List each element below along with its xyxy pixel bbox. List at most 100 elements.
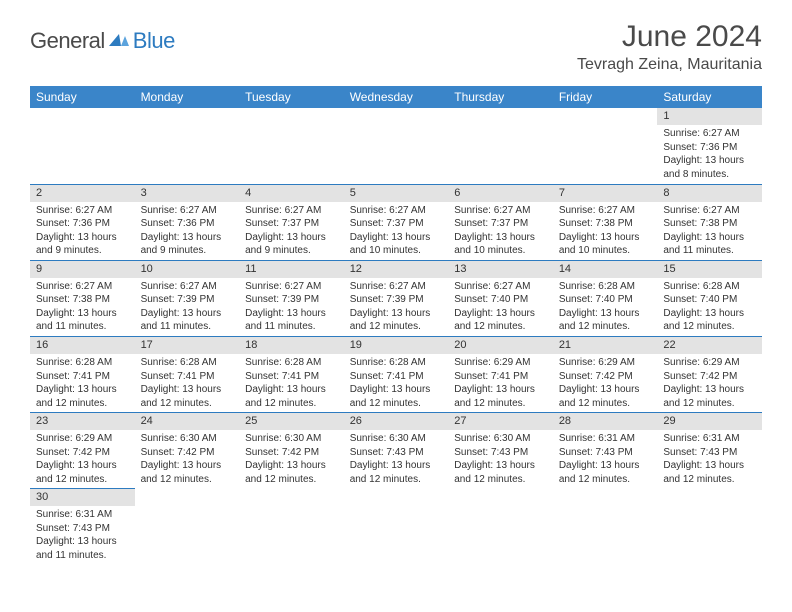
calendar-day-cell: 16Sunrise: 6:28 AMSunset: 7:41 PMDayligh… (30, 336, 135, 412)
calendar-week-row: 16 Sunrise: 6:28 AMSunset: 7:41 PMDayligh… (30, 336, 762, 412)
day-number: 5 (344, 185, 449, 202)
calendar-week-row: 1Sunrise: 6:27 AMSunset: 7:36 PMDaylight… (30, 108, 762, 184)
calendar-day-cell: 12Sunrise: 6:27 AMSunset: 7:39 PMDayligh… (344, 260, 449, 336)
day-content: Sunrise: 6:27 AMSunset: 7:38 PMDaylight:… (30, 278, 135, 336)
day-number: 9 (30, 261, 135, 278)
calendar-day-cell: 5Sunrise: 6:27 AMSunset: 7:37 PMDaylight… (344, 184, 449, 260)
calendar-day-cell (239, 108, 344, 184)
calendar-day-cell (30, 108, 135, 184)
calendar-day-cell: 18Sunrise: 6:28 AMSunset: 7:41 PMDayligh… (239, 336, 344, 412)
calendar-day-cell: 21Sunrise: 6:29 AMSunset: 7:42 PMDayligh… (553, 336, 658, 412)
day-number: 28 (553, 413, 658, 430)
calendar-table: SundayMondayTuesdayWednesdayThursdayFrid… (30, 86, 762, 565)
calendar-day-cell: 29Sunrise: 6:31 AMSunset: 7:43 PMDayligh… (657, 413, 762, 489)
calendar-day-cell: 7Sunrise: 6:27 AMSunset: 7:38 PMDaylight… (553, 184, 658, 260)
day-content: Sunrise: 6:29 AMSunset: 7:42 PMDaylight:… (553, 354, 658, 412)
day-number: 23 (30, 413, 135, 430)
logo-flag-icon (107, 32, 131, 50)
day-content: Sunrise: 6:27 AMSunset: 7:37 PMDaylight:… (344, 202, 449, 260)
day-content: Sunrise: 6:31 AMSunset: 7:43 PMDaylight:… (553, 430, 658, 488)
day-header: Sunday (30, 86, 135, 108)
calendar-day-cell: 26Sunrise: 6:30 AMSunset: 7:43 PMDayligh… (344, 413, 449, 489)
day-number: 21 (553, 337, 658, 354)
day-content: Sunrise: 6:30 AMSunset: 7:42 PMDaylight:… (135, 430, 240, 488)
calendar-day-cell: 24Sunrise: 6:30 AMSunset: 7:42 PMDayligh… (135, 413, 240, 489)
day-content: Sunrise: 6:29 AMSunset: 7:41 PMDaylight:… (448, 354, 553, 412)
day-header: Tuesday (239, 86, 344, 108)
calendar-day-cell: 13Sunrise: 6:27 AMSunset: 7:40 PMDayligh… (448, 260, 553, 336)
calendar-day-cell: 30Sunrise: 6:31 AMSunset: 7:43 PMDayligh… (30, 489, 135, 565)
calendar-day-cell: 6Sunrise: 6:27 AMSunset: 7:37 PMDaylight… (448, 184, 553, 260)
day-number: 19 (344, 337, 449, 354)
day-content: Sunrise: 6:27 AMSunset: 7:36 PMDaylight:… (30, 202, 135, 260)
day-content: Sunrise: 6:27 AMSunset: 7:37 PMDaylight:… (239, 202, 344, 260)
day-header-row: SundayMondayTuesdayWednesdayThursdayFrid… (30, 86, 762, 108)
location: Tevragh Zeina, Mauritania (577, 56, 762, 74)
day-number: 10 (135, 261, 240, 278)
day-content: Sunrise: 6:30 AMSunset: 7:42 PMDaylight:… (239, 430, 344, 488)
calendar-day-cell (135, 489, 240, 565)
day-number: 29 (657, 413, 762, 430)
day-number: 7 (553, 185, 658, 202)
day-number: 16 (30, 337, 135, 354)
calendar-day-cell: 17Sunrise: 6:28 AMSunset: 7:41 PMDayligh… (135, 336, 240, 412)
day-number: 8 (657, 185, 762, 202)
day-number: 22 (657, 337, 762, 354)
day-number: 3 (135, 185, 240, 202)
calendar-day-cell (135, 108, 240, 184)
day-header: Saturday (657, 86, 762, 108)
month-title: June 2024 (577, 20, 762, 54)
calendar-week-row: 23Sunrise: 6:29 AMSunset: 7:42 PMDayligh… (30, 413, 762, 489)
logo-text-general: General (30, 28, 105, 54)
calendar-day-cell (448, 489, 553, 565)
day-number: 4 (239, 185, 344, 202)
day-number: 13 (448, 261, 553, 278)
calendar-day-cell (553, 489, 658, 565)
day-number: 20 (448, 337, 553, 354)
calendar-day-cell: 14Sunrise: 6:28 AMSunset: 7:40 PMDayligh… (553, 260, 658, 336)
calendar-day-cell: 19Sunrise: 6:28 AMSunset: 7:41 PMDayligh… (344, 336, 449, 412)
calendar-day-cell: 4Sunrise: 6:27 AMSunset: 7:37 PMDaylight… (239, 184, 344, 260)
day-number: 26 (344, 413, 449, 430)
day-number: 25 (239, 413, 344, 430)
day-header: Wednesday (344, 86, 449, 108)
calendar-day-cell (239, 489, 344, 565)
day-content: Sunrise: 6:28 AMSunset: 7:41 PMDaylight:… (239, 354, 344, 412)
day-content: Sunrise: 6:27 AMSunset: 7:38 PMDaylight:… (553, 202, 658, 260)
header: General Blue June 2024 Tevragh Zeina, Ma… (30, 20, 762, 74)
calendar-day-cell: 15Sunrise: 6:28 AMSunset: 7:40 PMDayligh… (657, 260, 762, 336)
day-content: Sunrise: 6:27 AMSunset: 7:40 PMDaylight:… (448, 278, 553, 336)
calendar-week-row: 9Sunrise: 6:27 AMSunset: 7:38 PMDaylight… (30, 260, 762, 336)
calendar-day-cell (448, 108, 553, 184)
day-content: Sunrise: 6:28 AMSunset: 7:40 PMDaylight:… (553, 278, 658, 336)
day-header: Friday (553, 86, 658, 108)
day-content: Sunrise: 6:27 AMSunset: 7:39 PMDaylight:… (344, 278, 449, 336)
calendar-day-cell: 3Sunrise: 6:27 AMSunset: 7:36 PMDaylight… (135, 184, 240, 260)
calendar-day-cell: 10Sunrise: 6:27 AMSunset: 7:39 PMDayligh… (135, 260, 240, 336)
day-number: 18 (239, 337, 344, 354)
calendar-week-row: 30Sunrise: 6:31 AMSunset: 7:43 PMDayligh… (30, 489, 762, 565)
calendar-day-cell: 27Sunrise: 6:30 AMSunset: 7:43 PMDayligh… (448, 413, 553, 489)
day-number: 12 (344, 261, 449, 278)
day-content: Sunrise: 6:30 AMSunset: 7:43 PMDaylight:… (448, 430, 553, 488)
day-content: Sunrise: 6:31 AMSunset: 7:43 PMDaylight:… (30, 506, 135, 564)
day-content: Sunrise: 6:31 AMSunset: 7:43 PMDaylight:… (657, 430, 762, 488)
day-content: Sunrise: 6:27 AMSunset: 7:39 PMDaylight:… (239, 278, 344, 336)
calendar-day-cell: 23Sunrise: 6:29 AMSunset: 7:42 PMDayligh… (30, 413, 135, 489)
calendar-day-cell (657, 489, 762, 565)
day-content: Sunrise: 6:30 AMSunset: 7:43 PMDaylight:… (344, 430, 449, 488)
calendar-day-cell (344, 108, 449, 184)
calendar-day-cell (553, 108, 658, 184)
calendar-week-row: 2Sunrise: 6:27 AMSunset: 7:36 PMDaylight… (30, 184, 762, 260)
day-number: 15 (657, 261, 762, 278)
logo-text-blue: Blue (133, 28, 175, 54)
day-number: 30 (30, 489, 135, 506)
day-number: 27 (448, 413, 553, 430)
calendar-day-cell: 9Sunrise: 6:27 AMSunset: 7:38 PMDaylight… (30, 260, 135, 336)
title-block: June 2024 Tevragh Zeina, Mauritania (577, 20, 762, 74)
logo: General Blue (30, 28, 175, 54)
calendar-day-cell: 20Sunrise: 6:29 AMSunset: 7:41 PMDayligh… (448, 336, 553, 412)
day-content: Sunrise: 6:27 AMSunset: 7:36 PMDaylight:… (135, 202, 240, 260)
day-number: 1 (657, 108, 762, 125)
calendar-day-cell: 11Sunrise: 6:27 AMSunset: 7:39 PMDayligh… (239, 260, 344, 336)
